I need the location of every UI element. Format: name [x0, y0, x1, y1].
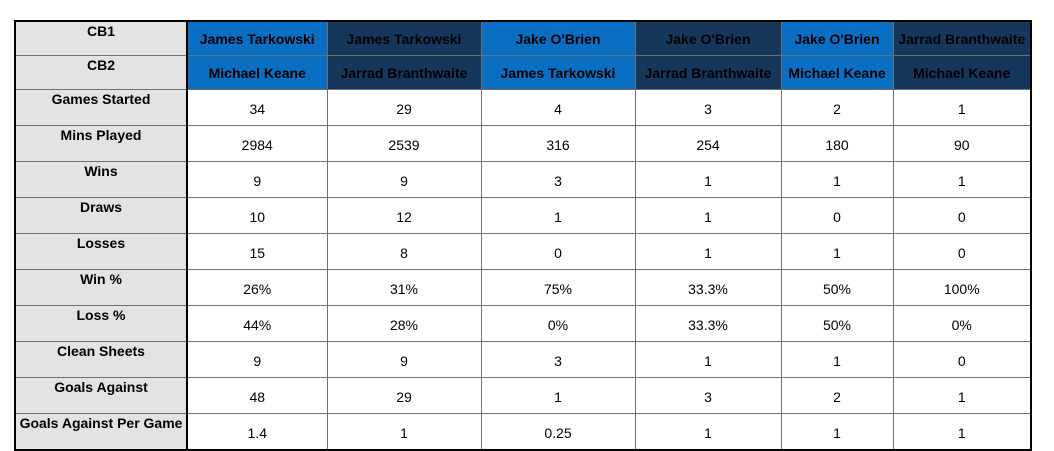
table-cell: 1	[326, 413, 482, 451]
table-cell: 33.3%	[634, 305, 782, 342]
cb1-name-cell: Jarrad Branthwaite	[892, 20, 1032, 56]
table-cell: 0	[480, 233, 636, 270]
row-label: CB1	[14, 20, 188, 56]
table-row-draws: Draws 10 12 1 1 0 0	[14, 197, 1032, 234]
table-cell: 1	[892, 161, 1032, 198]
row-label: Win %	[14, 269, 188, 306]
table-cell: 1.4	[186, 413, 328, 451]
table-cell: 1	[780, 233, 894, 270]
table-cell: 9	[186, 161, 328, 198]
row-label: Wins	[14, 161, 188, 198]
table-cell: 4	[480, 89, 636, 126]
cb1-name-cell: Jake O'Brien	[634, 20, 782, 56]
table-cell: 0%	[480, 305, 636, 342]
table-cell: 33.3%	[634, 269, 782, 306]
table-cell: 26%	[186, 269, 328, 306]
row-label: Clean Sheets	[14, 341, 188, 378]
table-cell: 29	[326, 89, 482, 126]
table-cell: 0	[892, 197, 1032, 234]
table-row-games-started: Games Started 34 29 4 3 2 1	[14, 89, 1032, 126]
table-cell: 0	[892, 341, 1032, 378]
table-cell: 1	[780, 413, 894, 451]
table-cell: 2984	[186, 125, 328, 162]
table-cell: 31%	[326, 269, 482, 306]
table-cell: 29	[326, 377, 482, 414]
table-cell: 316	[480, 125, 636, 162]
cb2-name-cell: Michael Keane	[780, 55, 894, 90]
cb2-name-cell: Jarrad Branthwaite	[634, 55, 782, 90]
table-cell: 3	[634, 89, 782, 126]
table-row-goals-against: Goals Against 48 29 1 3 2 1	[14, 377, 1032, 414]
table-cell: 1	[480, 377, 636, 414]
table-cell: 34	[186, 89, 328, 126]
table-cell: 90	[892, 125, 1032, 162]
table-cell: 1	[634, 413, 782, 451]
table-cell: 9	[326, 161, 482, 198]
table-cell: 1	[780, 161, 894, 198]
table-cell: 3	[480, 341, 636, 378]
cb2-name-cell: Jarrad Branthwaite	[326, 55, 482, 90]
cb1-name-cell: Jake O'Brien	[480, 20, 636, 56]
table-cell: 2539	[326, 125, 482, 162]
table-row-gapg: Goals Against Per Game 1.4 1 0.25 1 1 1	[14, 413, 1032, 451]
table-cell: 180	[780, 125, 894, 162]
table-cell: 1	[634, 341, 782, 378]
table-cell: 254	[634, 125, 782, 162]
row-label: Draws	[14, 197, 188, 234]
table-cell: 1	[780, 341, 894, 378]
table-cell: 2	[780, 377, 894, 414]
cb2-name-cell: James Tarkowski	[480, 55, 636, 90]
row-label: Games Started	[14, 89, 188, 126]
table-cell: 0.25	[480, 413, 636, 451]
table-cell: 100%	[892, 269, 1032, 306]
cb1-name-cell: James Tarkowski	[186, 20, 328, 56]
table-row-mins-played: Mins Played 2984 2539 316 254 180 90	[14, 125, 1032, 162]
table-row-wins: Wins 9 9 3 1 1 1	[14, 161, 1032, 198]
cb1-name-cell: James Tarkowski	[326, 20, 482, 56]
table-cell: 0	[780, 197, 894, 234]
table-cell: 3	[480, 161, 636, 198]
table-cell: 1	[892, 377, 1032, 414]
table-cell: 1	[634, 233, 782, 270]
row-label: Goals Against Per Game	[14, 413, 188, 451]
row-label: Loss %	[14, 305, 188, 342]
row-label: CB2	[14, 55, 188, 90]
table-cell: 1	[634, 161, 782, 198]
row-label: Losses	[14, 233, 188, 270]
table-row-win-pct: Win % 26% 31% 75% 33.3% 50% 100%	[14, 269, 1032, 306]
table-cell: 0%	[892, 305, 1032, 342]
cb2-name-cell: Michael Keane	[892, 55, 1032, 90]
table-cell: 1	[892, 413, 1032, 451]
table-cell: 2	[780, 89, 894, 126]
table-cell: 44%	[186, 305, 328, 342]
pairings-table: CB1 James Tarkowski James Tarkowski Jake O'…	[14, 20, 1032, 451]
table-cell: 50%	[780, 305, 894, 342]
row-label: Mins Played	[14, 125, 188, 162]
cb1-name-cell: Jake O'Brien	[780, 20, 894, 56]
table-cell: 15	[186, 233, 328, 270]
table-row-cb1: CB1 James Tarkowski James Tarkowski Jake O'…	[14, 20, 1032, 56]
table-cell: 1	[480, 197, 636, 234]
table-cell: 1	[634, 197, 782, 234]
table-row-clean-sheets: Clean Sheets 9 9 3 1 1 0	[14, 341, 1032, 378]
table-row-cb2: CB2 Michael Keane Jarrad Branthwaite James …	[14, 55, 1032, 90]
row-label: Goals Against	[14, 377, 188, 414]
table-cell: 1	[892, 89, 1032, 126]
table-cell: 48	[186, 377, 328, 414]
table-cell: 28%	[326, 305, 482, 342]
table-cell: 9	[326, 341, 482, 378]
table-cell: 10	[186, 197, 328, 234]
table-cell: 12	[326, 197, 482, 234]
table-cell: 3	[634, 377, 782, 414]
table-cell: 0	[892, 233, 1032, 270]
cb2-name-cell: Michael Keane	[186, 55, 328, 90]
table-cell: 9	[186, 341, 328, 378]
table-row-losses: Losses 15 8 0 1 1 0	[14, 233, 1032, 270]
table-cell: 50%	[780, 269, 894, 306]
table-cell: 8	[326, 233, 482, 270]
table-row-loss-pct: Loss % 44% 28% 0% 33.3% 50% 0%	[14, 305, 1032, 342]
table-cell: 75%	[480, 269, 636, 306]
